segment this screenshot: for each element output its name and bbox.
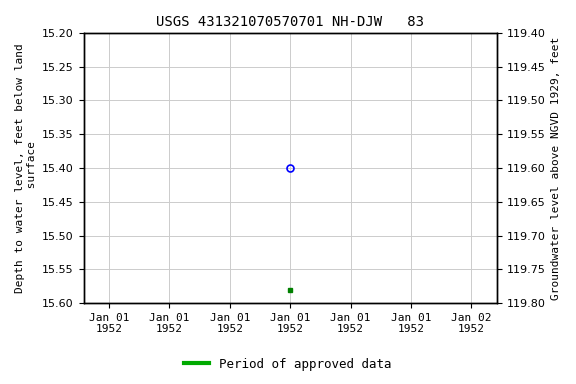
Y-axis label: Depth to water level, feet below land
 surface: Depth to water level, feet below land su… <box>15 43 37 293</box>
Legend: Period of approved data: Period of approved data <box>179 353 397 376</box>
Y-axis label: Groundwater level above NGVD 1929, feet: Groundwater level above NGVD 1929, feet <box>551 36 561 300</box>
Title: USGS 431321070570701 NH-DJW   83: USGS 431321070570701 NH-DJW 83 <box>156 15 425 29</box>
